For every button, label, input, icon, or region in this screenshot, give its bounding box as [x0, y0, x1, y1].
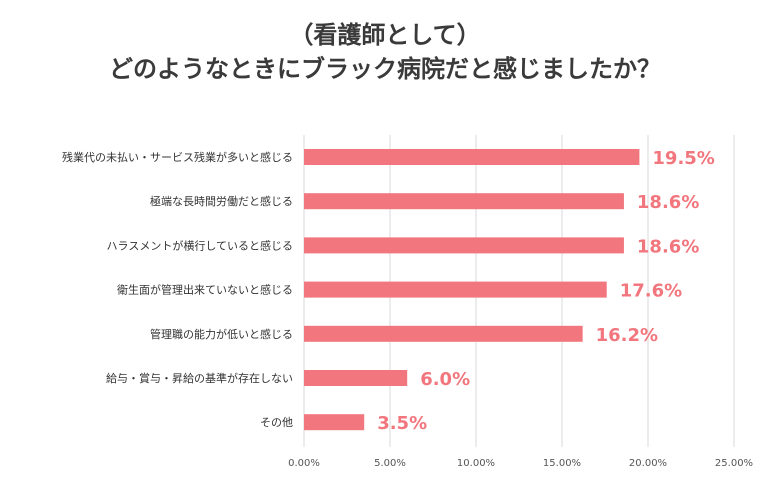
data-label: 18.6%: [637, 236, 699, 257]
x-tick-label: 10.00%: [457, 458, 495, 469]
x-tick-label: 20.00%: [629, 458, 667, 469]
x-tick-label: 0.00%: [288, 458, 320, 469]
bar: [304, 281, 607, 298]
bar: [304, 193, 624, 210]
chart-title-line1: （看護師として）: [289, 21, 481, 49]
category-label: その他: [260, 416, 293, 429]
data-label: 6.0%: [420, 369, 470, 390]
data-label: 18.6%: [637, 192, 699, 213]
category-label: 管理職の能力が低いと感じる: [150, 327, 293, 341]
x-tick-label: 5.00%: [374, 458, 406, 469]
data-label: 16.2%: [596, 325, 658, 346]
bar: [304, 370, 408, 386]
bar: [304, 237, 624, 254]
x-tick-label: 25.00%: [715, 458, 753, 469]
data-label: 3.5%: [377, 413, 427, 434]
data-label: 19.5%: [652, 148, 714, 169]
bar: [304, 149, 640, 165]
category-label: 残業代の未払い・サービス残業が多いと感じる: [62, 150, 293, 164]
chart-title-line2: どのようなときにブラック病院だと感じましたか？: [109, 55, 661, 83]
category-label: ハラスメントが横行していると感じる: [107, 238, 293, 252]
bar: [304, 325, 583, 342]
bar: [304, 414, 365, 431]
data-label: 17.6%: [620, 281, 682, 302]
category-label: 衛生面が管理出来ていないと感じる: [117, 283, 293, 297]
category-label: 給与・賞与・昇給の基準が存在しない: [106, 371, 293, 385]
category-label: 極端な長時間労働だと感じる: [150, 194, 293, 208]
x-tick-label: 15.00%: [543, 458, 581, 469]
chart-title: （看護師として） どのようなときにブラック病院だと感じましたか？: [0, 18, 770, 86]
